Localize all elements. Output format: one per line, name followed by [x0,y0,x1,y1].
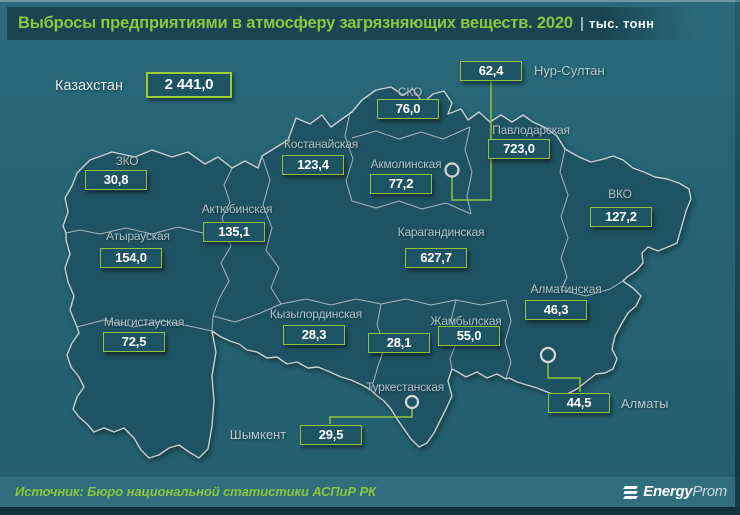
value-box-kyzylordinskaya: 28,3 [283,325,345,345]
energyprom-logo-icon [623,485,639,500]
region-label-karagandinskaya: Карагандинская [397,225,485,239]
kazakhstan-outline [62,86,692,459]
value-box-kostanayskaya: 123,4 [282,155,344,175]
value-box-shymkent: 29,5 [300,425,362,445]
energyprom-logo: Energy Prom [623,483,727,500]
value-box-akmolinskaya: 77,2 [370,174,432,194]
city-label-nur-sultan: Нур-Султан [534,63,605,78]
value-box-almaty: 44,5 [548,393,610,413]
region-label-vko: ВКО [608,187,632,201]
bottom-edge-shadow [0,507,740,515]
region-label-almatinskaya: Алматинская [530,282,602,296]
region-label-turkestanskaya: Туркестанская [365,380,445,394]
value-box-zhambylskaya: 55,0 [438,326,500,346]
title-bar: Выбросы предприятиями в атмосферу загряз… [7,7,707,40]
footer-band [0,477,740,507]
region-label-kostanayskaya: Костанайская [284,137,358,151]
shymkent-marker [404,394,420,410]
country-shape [62,86,692,459]
nur-sultan-marker [444,162,460,178]
title-unit: тыс. тонн [589,16,655,31]
value-box-almatinskaya: 46,3 [525,300,587,320]
value-box-sko: 76,0 [377,99,439,119]
value-box-mangistauskaya: 72,5 [103,332,165,352]
source-note: Источник: Бюро национальной статистики А… [15,484,376,499]
total-label: Казахстан [55,78,123,94]
page-title: Выбросы предприятиями в атмосферу загряз… [18,14,573,32]
value-box-vko: 127,2 [590,207,652,227]
value-box-nur-sultan: 62,4 [460,61,522,81]
region-label-sko: СКО [397,85,423,99]
top-edge-highlight [0,0,740,2]
total-value-box: 2 441,0 [146,72,232,98]
almaty-connector [547,363,581,392]
logo-text-light: Prom [692,483,727,500]
region-label-zko: ЗКО [115,154,139,168]
region-label-akmolinskaya: Акмолинская [370,157,442,171]
region-label-mangistauskaya: Мангистауская [103,315,185,329]
right-edge-shadow [735,0,740,515]
region-borders [65,111,624,391]
region-label-atyrauskaya: Атырауская [106,229,170,243]
logo-text-bold: Energy [643,483,693,500]
value-box-karagandinskaya: 627,7 [405,248,467,268]
almaty-marker [539,346,557,364]
city-label-almaty: Алматы [621,396,669,411]
value-box-atyrauskaya: 154,0 [100,248,162,268]
region-label-kyzylordinskaya: Кызылординская [269,307,363,321]
region-label-aktyubinskaya: Актюбинская [201,202,273,216]
region-label-zhambylskaya: Жамбылская [430,314,502,328]
value-box-zko: 30,8 [85,170,147,190]
region-label-pavlodarskaya: Павлодарская [492,123,570,137]
city-markers [404,162,557,410]
value-box-aktyubinskaya: 135,1 [203,222,265,242]
city-label-shymkent: Шымкент [229,427,287,442]
title-separator: | [579,15,585,32]
value-box-turkestanskaya: 28,1 [368,333,430,353]
shymkent-connector [329,409,413,424]
value-box-pavlodarskaya: 723,0 [488,139,550,159]
